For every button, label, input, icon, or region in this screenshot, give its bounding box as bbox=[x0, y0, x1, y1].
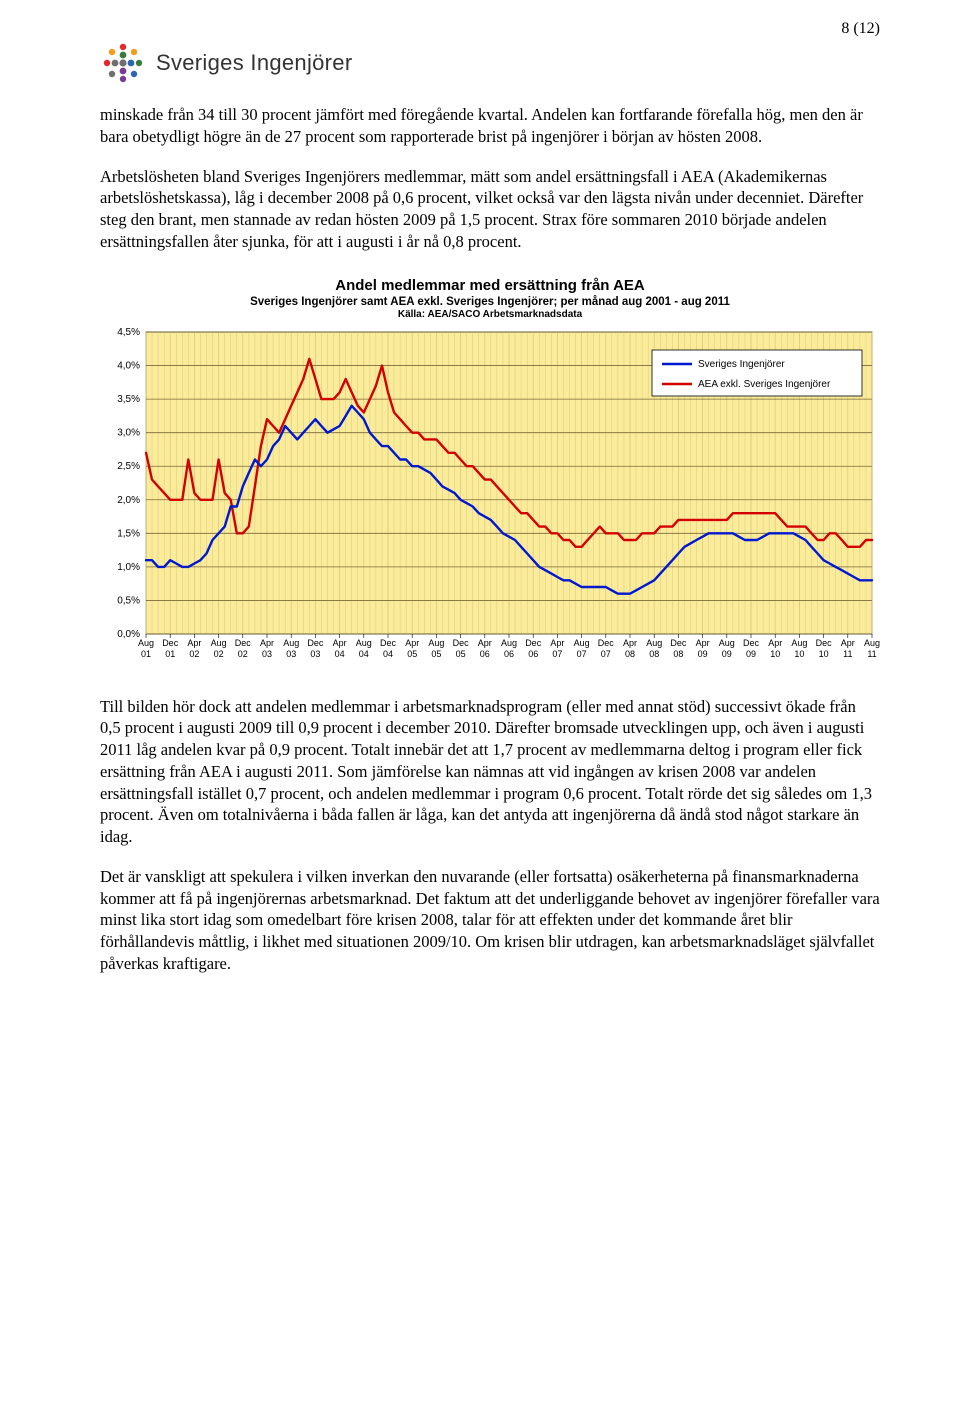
svg-text:09: 09 bbox=[722, 649, 732, 659]
svg-text:Aug: Aug bbox=[574, 638, 590, 648]
svg-text:09: 09 bbox=[746, 649, 756, 659]
svg-text:07: 07 bbox=[577, 649, 587, 659]
svg-text:Aug: Aug bbox=[864, 638, 880, 648]
svg-text:01: 01 bbox=[165, 649, 175, 659]
svg-text:3,5%: 3,5% bbox=[117, 394, 140, 405]
logo-mark-icon bbox=[100, 40, 146, 86]
svg-text:2,5%: 2,5% bbox=[117, 461, 140, 472]
svg-text:Apr: Apr bbox=[478, 638, 492, 648]
svg-text:Apr: Apr bbox=[696, 638, 710, 648]
svg-text:11: 11 bbox=[867, 649, 876, 659]
svg-text:3,0%: 3,0% bbox=[117, 427, 140, 438]
svg-text:04: 04 bbox=[383, 649, 393, 659]
svg-text:Aug: Aug bbox=[428, 638, 444, 648]
svg-text:02: 02 bbox=[189, 649, 199, 659]
svg-text:08: 08 bbox=[625, 649, 635, 659]
svg-text:Apr: Apr bbox=[333, 638, 347, 648]
svg-text:Aug: Aug bbox=[646, 638, 662, 648]
svg-text:05: 05 bbox=[431, 649, 441, 659]
paragraph-1: minskade från 34 till 30 procent jämfört… bbox=[100, 104, 880, 148]
chart-canvas: 0,0% 0,5% 1,0% 1,5% 2,0% 2,5% 3,0% 3,5% 4,0% 4,5%… bbox=[100, 326, 880, 666]
svg-text:Aug: Aug bbox=[211, 638, 227, 648]
svg-text:02: 02 bbox=[214, 649, 224, 659]
svg-text:Dec: Dec bbox=[307, 638, 324, 648]
svg-text:Dec: Dec bbox=[162, 638, 179, 648]
svg-text:Dec: Dec bbox=[816, 638, 833, 648]
svg-text:Sveriges Ingenjörer: Sveriges Ingenjörer bbox=[698, 359, 785, 370]
svg-text:Apr: Apr bbox=[405, 638, 419, 648]
aea-chart: Andel medlemmar med ersättning från AEA … bbox=[100, 277, 880, 666]
svg-text:05: 05 bbox=[456, 649, 466, 659]
svg-text:06: 06 bbox=[528, 649, 538, 659]
svg-text:Aug: Aug bbox=[719, 638, 735, 648]
svg-text:02: 02 bbox=[238, 649, 248, 659]
logo-text: Sveriges Ingenjörer bbox=[156, 50, 352, 76]
svg-text:03: 03 bbox=[262, 649, 272, 659]
svg-text:0,5%: 0,5% bbox=[117, 595, 140, 606]
svg-text:06: 06 bbox=[480, 649, 490, 659]
svg-text:Dec: Dec bbox=[743, 638, 760, 648]
svg-text:07: 07 bbox=[601, 649, 611, 659]
svg-text:4,5%: 4,5% bbox=[117, 327, 140, 338]
svg-text:Aug: Aug bbox=[356, 638, 372, 648]
svg-text:AEA exkl. Sveriges Ingenjörer: AEA exkl. Sveriges Ingenjörer bbox=[698, 379, 831, 390]
svg-text:05: 05 bbox=[407, 649, 417, 659]
svg-text:Aug: Aug bbox=[138, 638, 154, 648]
svg-text:Apr: Apr bbox=[187, 638, 201, 648]
svg-text:03: 03 bbox=[310, 649, 320, 659]
svg-text:Apr: Apr bbox=[260, 638, 274, 648]
svg-text:10: 10 bbox=[770, 649, 780, 659]
svg-text:08: 08 bbox=[673, 649, 683, 659]
svg-text:2,0%: 2,0% bbox=[117, 494, 140, 505]
svg-text:0,0%: 0,0% bbox=[117, 629, 140, 640]
svg-text:08: 08 bbox=[649, 649, 659, 659]
svg-text:10: 10 bbox=[794, 649, 804, 659]
svg-text:07: 07 bbox=[552, 649, 562, 659]
svg-text:04: 04 bbox=[359, 649, 369, 659]
svg-text:10: 10 bbox=[819, 649, 829, 659]
svg-text:Aug: Aug bbox=[501, 638, 517, 648]
svg-text:11: 11 bbox=[843, 649, 852, 659]
svg-text:Aug: Aug bbox=[791, 638, 807, 648]
svg-text:09: 09 bbox=[698, 649, 708, 659]
svg-text:1,5%: 1,5% bbox=[117, 528, 140, 539]
svg-text:Dec: Dec bbox=[525, 638, 542, 648]
svg-text:1,0%: 1,0% bbox=[117, 561, 140, 572]
paragraph-2: Arbetslösheten bland Sveriges Ingenjörer… bbox=[100, 166, 880, 253]
chart-source: Källa: AEA/SACO Arbetsmarknadsdata bbox=[100, 309, 880, 320]
svg-text:Dec: Dec bbox=[235, 638, 252, 648]
svg-text:04: 04 bbox=[335, 649, 345, 659]
svg-text:Dec: Dec bbox=[670, 638, 687, 648]
logo: Sveriges Ingenjörer bbox=[100, 40, 880, 86]
svg-text:Dec: Dec bbox=[598, 638, 615, 648]
svg-text:Apr: Apr bbox=[623, 638, 637, 648]
svg-text:03: 03 bbox=[286, 649, 296, 659]
svg-text:Dec: Dec bbox=[380, 638, 397, 648]
chart-subtitle: Sveriges Ingenjörer samt AEA exkl. Sveri… bbox=[100, 296, 880, 308]
svg-text:06: 06 bbox=[504, 649, 514, 659]
svg-text:Apr: Apr bbox=[768, 638, 782, 648]
svg-text:Aug: Aug bbox=[283, 638, 299, 648]
paragraph-4: Det är vanskligt att spekulera i vilken … bbox=[100, 866, 880, 975]
svg-text:Dec: Dec bbox=[453, 638, 470, 648]
svg-text:Apr: Apr bbox=[550, 638, 564, 648]
chart-title: Andel medlemmar med ersättning från AEA bbox=[100, 277, 880, 294]
page-number: 8 (12) bbox=[841, 20, 880, 38]
svg-text:Apr: Apr bbox=[841, 638, 855, 648]
svg-text:4,0%: 4,0% bbox=[117, 360, 140, 371]
svg-text:01: 01 bbox=[141, 649, 151, 659]
paragraph-3: Till bilden hör dock att andelen medlemm… bbox=[100, 696, 880, 848]
